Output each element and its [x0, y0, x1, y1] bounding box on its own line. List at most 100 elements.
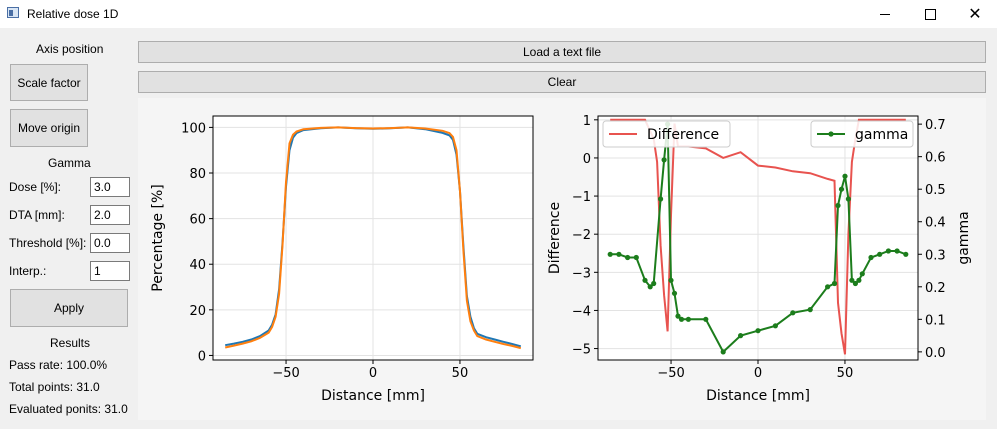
gamma-point [658, 196, 664, 202]
gamma-point [685, 316, 691, 322]
gamma-point [642, 277, 648, 283]
threshold-field[interactable]: 0.0 [90, 233, 130, 253]
gamma-point [856, 277, 862, 283]
gamma-point [703, 316, 709, 322]
y-axis-label: Percentage [%] [150, 184, 166, 291]
x-tick-label: −50 [272, 366, 299, 381]
gamma-point [903, 251, 909, 257]
y-tick-label: −5 [572, 343, 591, 358]
title-bar: Relative dose 1D ✕ [0, 0, 997, 28]
close-button[interactable]: ✕ [952, 0, 997, 28]
dta-label: DTA [mm]: [9, 208, 65, 222]
gamma-point [668, 277, 674, 283]
minimize-icon [880, 13, 890, 15]
results-heading: Results [50, 336, 91, 350]
gamma-point [790, 310, 796, 316]
gamma-point [845, 196, 851, 202]
interp-label: Interp.: [9, 264, 47, 278]
gamma-point [868, 254, 874, 261]
legend-difference-box [602, 120, 731, 148]
gamma-point [885, 248, 891, 254]
gamma-heading: Gamma [48, 156, 91, 170]
y-tick-label: −4 [572, 304, 591, 319]
gamma-point [720, 349, 726, 355]
gamma-point [842, 173, 848, 179]
y-tick-label: 100 [181, 121, 206, 136]
gamma-point [835, 202, 841, 209]
legend-gamma-label: gamma [855, 127, 908, 143]
gamma-point [825, 284, 831, 290]
dose-profile-chart: −50 0 50 0 20 40 60 80 100 Distance [mm] Percentag… [150, 115, 534, 404]
gamma-point [894, 248, 900, 254]
gamma-point [852, 280, 858, 287]
window-title: Relative dose 1D [27, 7, 119, 21]
legend-gamma-marker [828, 131, 834, 137]
gamma-point [616, 251, 622, 257]
x-axis-label: Distance [mm] [706, 388, 810, 404]
gamma-point [647, 284, 653, 290]
evaluated-points-text: Evaluated ponits: 31.0 [9, 402, 128, 416]
threshold-label: Threshold [%]: [9, 236, 87, 250]
clear-button[interactable]: Clear [138, 71, 986, 93]
maximize-icon [924, 8, 936, 20]
y2-axis-label: gamma [956, 211, 972, 264]
minimize-button[interactable] [862, 0, 908, 28]
y2-tick-label: 0.2 [925, 281, 946, 296]
gamma-point [831, 280, 838, 287]
y-tick-label: 40 [189, 258, 206, 273]
gamma-point [625, 254, 631, 261]
dose-field[interactable]: 3.0 [90, 177, 130, 197]
gamma-point [772, 323, 778, 329]
gamma-point [738, 333, 744, 339]
load-text-file-button[interactable]: Load a text file [138, 41, 986, 63]
gamma-point [849, 277, 855, 283]
y2-tick-label: 0.1 [925, 313, 946, 328]
y2-tick-label: 0.0 [925, 346, 946, 361]
gamma-point [661, 157, 667, 163]
x-tick-label: −50 [657, 366, 684, 381]
gamma-point [838, 186, 845, 192]
total-points-text: Total points: 31.0 [9, 380, 100, 394]
dta-field[interactable]: 2.0 [90, 205, 130, 225]
difference-gamma-chart: −50 0 50 1 0 −1 −2 −3 −4 −5 0.0 0.1 0.2 0.3 0.4 0.5 0.6 0… [547, 114, 972, 404]
axis-position-heading: Axis position [36, 42, 104, 56]
y-tick-label: 0 [198, 349, 206, 364]
gamma-point [607, 251, 613, 257]
scale-factor-button[interactable]: Scale factor [10, 64, 88, 101]
maximize-button[interactable] [907, 0, 953, 28]
x-tick-label: 50 [452, 366, 469, 381]
apply-button[interactable]: Apply [10, 289, 128, 327]
pass-rate-text: Pass rate: 100.0% [9, 358, 108, 372]
legend-difference-label: Difference [647, 127, 719, 143]
y-tick-label: 80 [189, 167, 206, 182]
y2-tick-label: 0.7 [925, 118, 946, 133]
gamma-point [807, 307, 813, 313]
y-tick-label: −3 [572, 266, 591, 281]
y-axis-label: Difference [547, 202, 563, 274]
dose-series-line-2 [224, 126, 522, 350]
y-tick-label: 1 [583, 114, 591, 129]
legend-gamma-box [810, 120, 914, 148]
y-tick-label: 0 [583, 152, 591, 167]
gamma-point [675, 313, 681, 319]
y-tick-label: −1 [572, 190, 591, 205]
x-axis-label: Distance [mm] [321, 388, 425, 404]
y2-tick-label: 0.3 [925, 248, 946, 263]
gamma-point [755, 328, 761, 334]
move-origin-button[interactable]: Move origin [10, 109, 88, 147]
gamma-point [633, 254, 639, 261]
x-tick-label: 0 [754, 366, 762, 381]
y2-tick-label: 0.4 [925, 216, 946, 231]
gamma-point [651, 280, 657, 287]
dose-label: Dose [%]: [9, 180, 62, 194]
y2-tick-label: 0.6 [925, 151, 946, 166]
plot-frame [212, 115, 534, 361]
app-icon [7, 7, 19, 18]
interp-field[interactable]: 1 [90, 261, 130, 281]
gamma-point [671, 290, 678, 296]
y2-tick-label: 0.5 [925, 183, 946, 198]
x-tick-label: 50 [837, 366, 854, 381]
x-tick-label: 0 [369, 366, 377, 381]
plot-frame [597, 115, 919, 361]
y-tick-label: −2 [572, 228, 591, 243]
